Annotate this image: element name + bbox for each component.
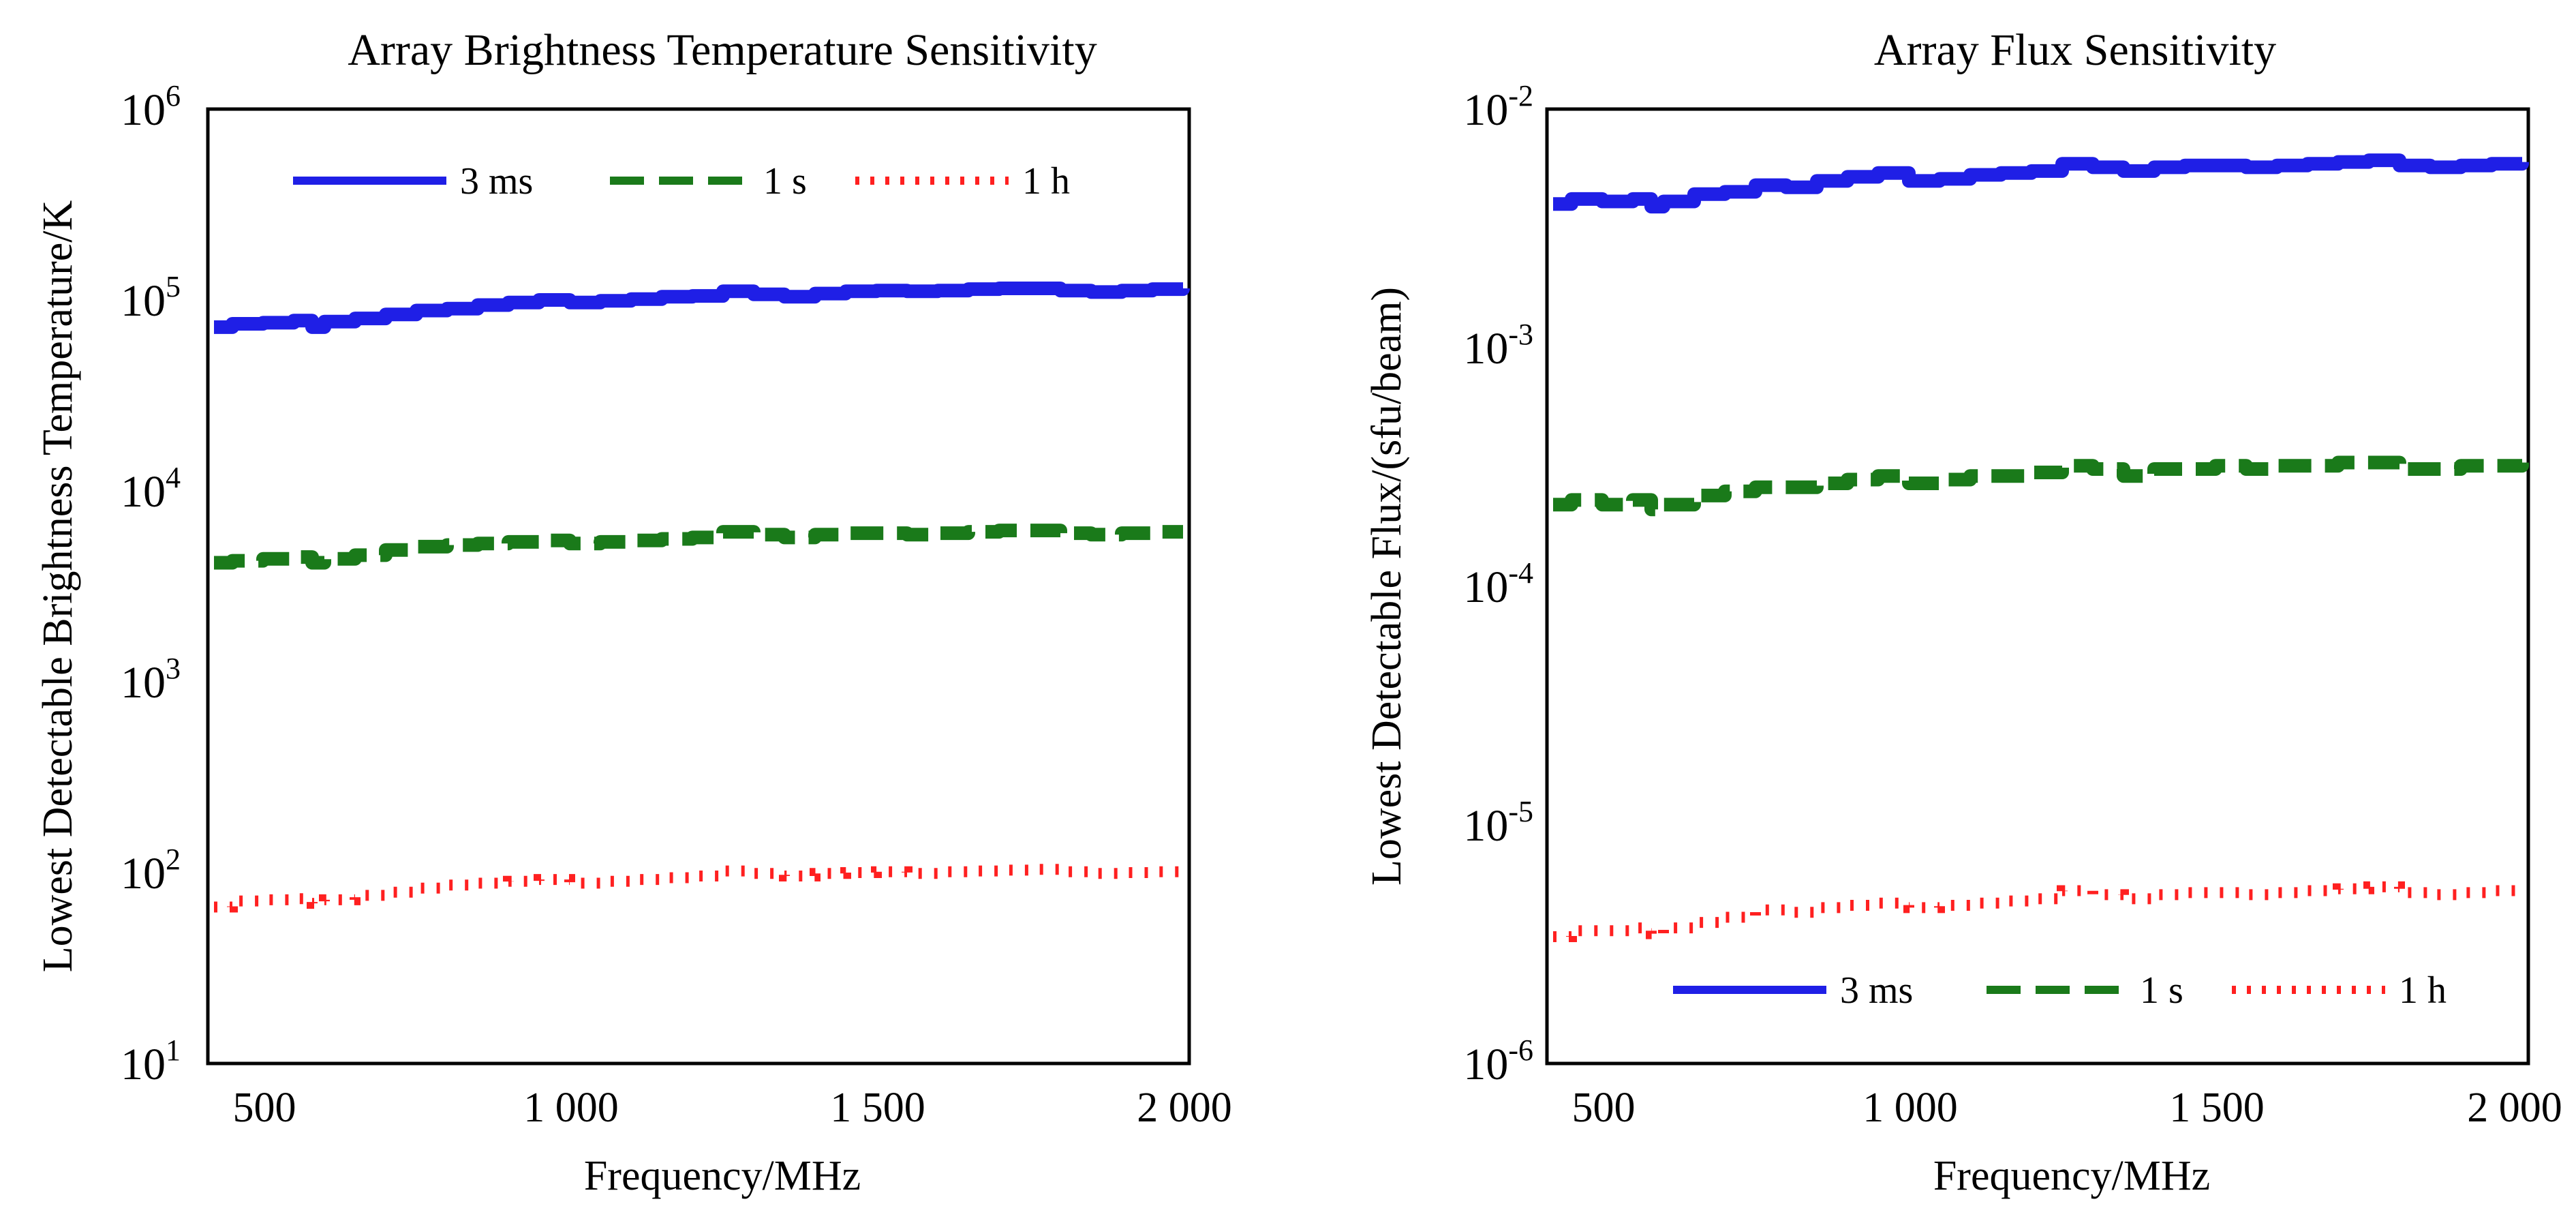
flux-y-tick-label: 10-5 [1463, 795, 1533, 851]
brightness-x-axis-label: Frequency/MHz [584, 1153, 861, 1199]
flux-y-tick-label: 10-2 [1463, 79, 1533, 135]
brightness-series-1h-line [214, 864, 1183, 913]
flux-legend: 3 ms 1 s 1 h [1673, 969, 2447, 1012]
flux-chart: Array Flux Sensitivity 10-6 10-5 10-4 10… [1364, 25, 2562, 1199]
legend-label-3ms: 3 ms [1840, 969, 1913, 1012]
flux-y-tick-label: 10-3 [1463, 318, 1533, 374]
flux-series-1s-line [1553, 455, 2529, 517]
brightness-y-ticks: 101 102 103 104 105 106 [121, 79, 181, 1089]
brightness-series-lines [214, 282, 1190, 913]
flux-y-ticks: 10-6 10-5 10-4 10-3 10-2 [1463, 79, 1533, 1089]
brightness-y-tick-label: 105 [121, 270, 181, 326]
flux-plot-frame [1545, 107, 2530, 1066]
legend-label-1s: 1 s [2140, 969, 2183, 1012]
flux-x-tick-label: 500 [1572, 1085, 1636, 1131]
brightness-y-tick-label: 104 [121, 461, 181, 517]
flux-chart-title: Array Flux Sensitivity [1874, 25, 2276, 75]
brightness-series-3ms-line [214, 282, 1190, 334]
legend-label-3ms: 3 ms [460, 160, 533, 202]
flux-series-1h-line [1553, 881, 2528, 942]
brightness-y-tick-label: 101 [121, 1033, 181, 1089]
brightness-legend: 3 ms 1 s 1 h [293, 160, 1070, 202]
brightness-x-tick-label: 500 [233, 1085, 296, 1131]
brightness-y-axis-label: Lowest Detectable Brightness Temperature… [35, 200, 81, 973]
brightness-x-ticks: 500 1 000 1 500 2 000 [233, 1085, 1232, 1131]
flux-y-axis-label: Lowest Detectable Flux/(sfu/beam) [1364, 287, 1410, 886]
legend-label-1s: 1 s [763, 160, 807, 202]
legend-label-1h: 1 h [1022, 160, 1070, 202]
brightness-chart: Array Brightness Temperature Sensitivity… [35, 25, 1232, 1199]
flux-x-axis-label: Frequency/MHz [1933, 1153, 2210, 1199]
brightness-x-tick-label: 2 000 [1137, 1085, 1232, 1131]
brightness-y-tick-label: 102 [121, 843, 181, 899]
flux-x-ticks: 500 1 000 1 500 2 000 [1572, 1085, 2562, 1131]
flux-x-tick-label: 1 500 [2169, 1085, 2265, 1131]
flux-series-lines [1553, 153, 2529, 942]
brightness-y-tick-label: 106 [121, 79, 181, 135]
flux-y-tick-label: 10-6 [1463, 1033, 1533, 1089]
flux-y-tick-label: 10-4 [1463, 556, 1533, 612]
flux-x-tick-label: 2 000 [2467, 1085, 2562, 1131]
flux-x-tick-label: 1 000 [1862, 1085, 1958, 1131]
brightness-series-1s-line [214, 524, 1183, 570]
legend-label-1h: 1 h [2399, 969, 2447, 1012]
brightness-x-tick-label: 1 500 [830, 1085, 925, 1131]
brightness-x-tick-label: 1 000 [523, 1085, 619, 1131]
brightness-plot-frame [206, 107, 1191, 1066]
brightness-y-tick-label: 103 [121, 652, 181, 708]
flux-series-3ms-line [1553, 153, 2529, 214]
brightness-chart-title: Array Brightness Temperature Sensitivity [348, 25, 1097, 75]
